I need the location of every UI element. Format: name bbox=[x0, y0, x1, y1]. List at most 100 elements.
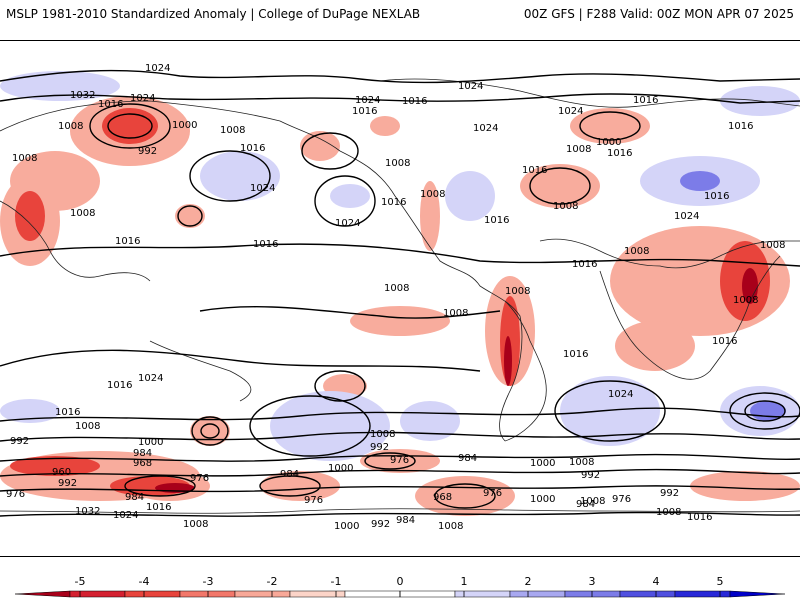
isobar-label: 1008 bbox=[443, 308, 468, 319]
colorbar-swatch bbox=[179, 590, 236, 598]
isobar-label: 1008 bbox=[58, 121, 83, 132]
isobar-label: 1008 bbox=[656, 507, 681, 518]
isobar-label: 976 bbox=[612, 494, 631, 505]
colorbar-tick-label: 2 bbox=[525, 575, 532, 588]
isobar-label: 1024 bbox=[138, 373, 163, 384]
anomaly-colorbar: -5 -4 -3 -2 -1 0 1 2 3 4 5 bbox=[0, 557, 800, 600]
isobar-label: 1008 bbox=[566, 144, 591, 155]
isobar-label: 1008 bbox=[70, 208, 95, 219]
colorbar-swatches bbox=[14, 590, 786, 598]
isobar-label: 1016 bbox=[98, 99, 123, 110]
isobar-label: 1008 bbox=[580, 496, 605, 507]
model-valid-time: 00Z GFS | F288 Valid: 00Z MON APR 07 202… bbox=[523, 7, 794, 21]
isobar-label: 960 bbox=[52, 467, 71, 478]
colorbar-swatch bbox=[619, 590, 676, 598]
isobar-label: 1008 bbox=[183, 519, 208, 530]
isobar-label: 1016 bbox=[240, 143, 265, 154]
isobar-label: 1016 bbox=[572, 259, 597, 270]
isobar-label: 992 bbox=[371, 519, 390, 530]
isobar-label: 1024 bbox=[335, 218, 360, 229]
isobar-label: 1008 bbox=[438, 521, 463, 532]
isobar-label: 1000 bbox=[596, 137, 621, 148]
colorbar-swatch bbox=[509, 590, 566, 598]
colorbar-tick-label: 1 bbox=[461, 575, 468, 588]
isobar-label: 1016 bbox=[115, 236, 140, 247]
isobar-label: 1024 bbox=[130, 93, 155, 104]
isobar-label: 1016 bbox=[704, 191, 729, 202]
isobar-label: 1024 bbox=[458, 81, 483, 92]
colorbar-swatch bbox=[69, 590, 126, 598]
isobar-label: 992 bbox=[58, 478, 77, 489]
colorbar-tick-label: -2 bbox=[267, 575, 278, 588]
colorbar-swatch bbox=[399, 590, 456, 598]
isobar-label: 1016 bbox=[107, 380, 132, 391]
isobar-label: 1000 bbox=[138, 437, 163, 448]
isobars bbox=[0, 69, 800, 517]
isobar-label: 992 bbox=[660, 488, 679, 499]
isobar-label: 1008 bbox=[760, 240, 785, 251]
positive-anomaly-shading bbox=[0, 71, 800, 461]
colorbar-swatch bbox=[234, 590, 291, 598]
colorbar-swatch bbox=[124, 590, 181, 598]
isobar-label: 1016 bbox=[522, 165, 547, 176]
isobar-label: 1000 bbox=[334, 521, 359, 532]
isobar-label: 992 bbox=[138, 146, 157, 157]
colorbar-swatch bbox=[344, 590, 401, 598]
isobar-label: 1016 bbox=[253, 239, 278, 250]
isobar-label: 1024 bbox=[674, 211, 699, 222]
isobar-label: 984 bbox=[133, 448, 152, 459]
isobar-label: 1008 bbox=[75, 421, 100, 432]
isobar-label: 1032 bbox=[75, 506, 100, 517]
isobar-label: 1024 bbox=[558, 106, 583, 117]
colorbar-tick-label: 4 bbox=[653, 575, 660, 588]
isobar-label: 1016 bbox=[728, 121, 753, 132]
isobar-label: 1000 bbox=[530, 494, 555, 505]
isobar-label: 992 bbox=[10, 436, 29, 447]
isobar-label: 1016 bbox=[146, 502, 171, 513]
isobar-label: 968 bbox=[433, 492, 452, 503]
isobar-label: 984 bbox=[458, 453, 477, 464]
isobar-label: 1008 bbox=[370, 429, 395, 440]
isobar-label: 976 bbox=[190, 473, 209, 484]
colorbar-tick-label: 3 bbox=[589, 575, 596, 588]
colorbar-swatch bbox=[289, 590, 346, 598]
isobar-label: 984 bbox=[125, 492, 144, 503]
isobar-label: 1024 bbox=[355, 95, 380, 106]
isobar-label: 1024 bbox=[113, 510, 138, 521]
colorbar-swatch bbox=[14, 590, 71, 598]
isobar-label: 1024 bbox=[145, 63, 170, 74]
isobar-label: 1008 bbox=[12, 153, 37, 164]
isobar-label: 1016 bbox=[352, 106, 377, 117]
isobar-label: 1008 bbox=[553, 201, 578, 212]
isobar-label: 1016 bbox=[563, 349, 588, 360]
isobar-label: 1016 bbox=[607, 148, 632, 159]
isobar-label: 1008 bbox=[420, 189, 445, 200]
isobar-label: 1016 bbox=[55, 407, 80, 418]
isobar-label: 1008 bbox=[385, 158, 410, 169]
isobar-label: 984 bbox=[576, 499, 595, 510]
isobar-label: 1008 bbox=[569, 457, 594, 468]
isobar-label: 976 bbox=[483, 488, 502, 499]
colorbar-tick-label: 0 bbox=[397, 575, 404, 588]
colorbar-tick-label: -4 bbox=[139, 575, 150, 588]
isobar-label: 1000 bbox=[530, 458, 555, 469]
isobar-label: 1016 bbox=[633, 95, 658, 106]
isobar-label: 976 bbox=[6, 489, 25, 500]
isobar-label: 1024 bbox=[608, 389, 633, 400]
isobar-label: 1024 bbox=[250, 183, 275, 194]
isobar-label: 984 bbox=[280, 469, 299, 480]
colorbar-swatch bbox=[674, 590, 731, 598]
colorbar-tick-label: 5 bbox=[717, 575, 724, 588]
isobar-label: 992 bbox=[370, 442, 389, 453]
isobar-labels: 1024 1032 1024 1016 1000 1008 1008 992 1… bbox=[6, 63, 785, 532]
isobar-label: 1032 bbox=[70, 90, 95, 101]
map-title: MSLP 1981-2010 Standardized Anomaly | Co… bbox=[6, 7, 421, 21]
header: MSLP 1981-2010 Standardized Anomaly | Co… bbox=[0, 0, 800, 40]
colorbar-tick-label: -3 bbox=[203, 575, 214, 588]
coastlines bbox=[0, 78, 800, 514]
isobar-label: 976 bbox=[304, 495, 323, 506]
isobar-label: 1000 bbox=[172, 120, 197, 131]
map-canvas: 1024 1032 1024 1016 1000 1008 1008 992 1… bbox=[0, 63, 800, 532]
isobar-label: 1008 bbox=[624, 246, 649, 257]
isobar-label: 1016 bbox=[484, 215, 509, 226]
